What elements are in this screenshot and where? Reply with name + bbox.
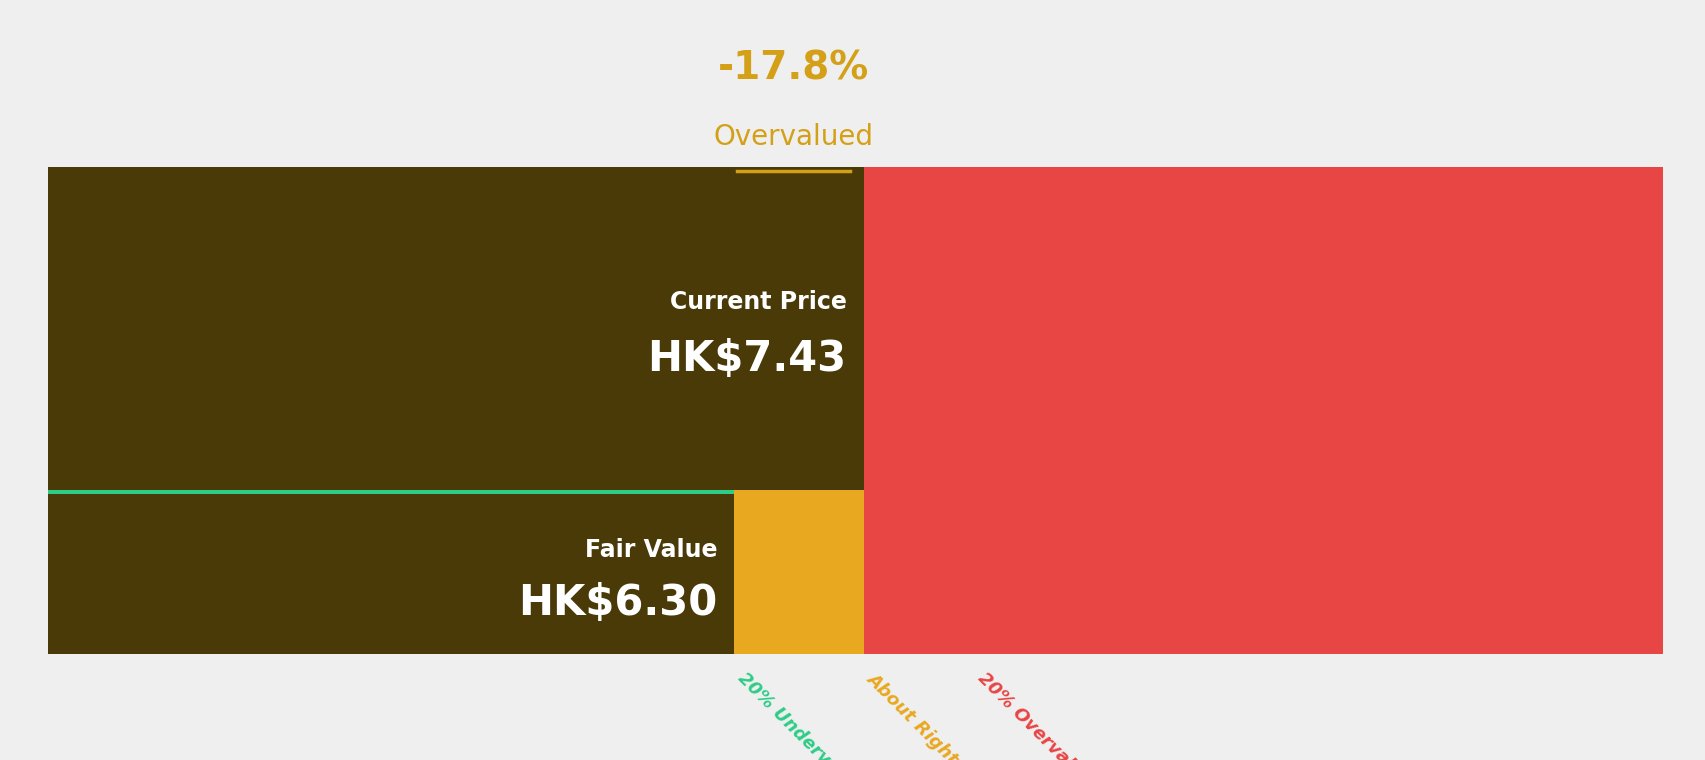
Text: Current Price: Current Price <box>670 290 846 314</box>
Text: Fair Value: Fair Value <box>585 537 716 562</box>
Bar <box>48 167 733 327</box>
Bar <box>48 167 733 654</box>
Bar <box>48 494 733 654</box>
Text: About Right: About Right <box>863 669 962 760</box>
Text: -17.8%: -17.8% <box>718 49 868 87</box>
Bar <box>48 494 733 654</box>
Text: 20% Overvalued: 20% Overvalued <box>974 669 1103 760</box>
Bar <box>863 167 1662 654</box>
Text: 20% Undervalued: 20% Undervalued <box>733 669 873 760</box>
Bar <box>48 331 733 490</box>
Bar <box>48 167 863 490</box>
Text: HK$7.43: HK$7.43 <box>648 338 846 380</box>
Text: Overvalued: Overvalued <box>713 123 873 150</box>
Text: HK$6.30: HK$6.30 <box>518 581 716 624</box>
Bar <box>733 167 863 654</box>
